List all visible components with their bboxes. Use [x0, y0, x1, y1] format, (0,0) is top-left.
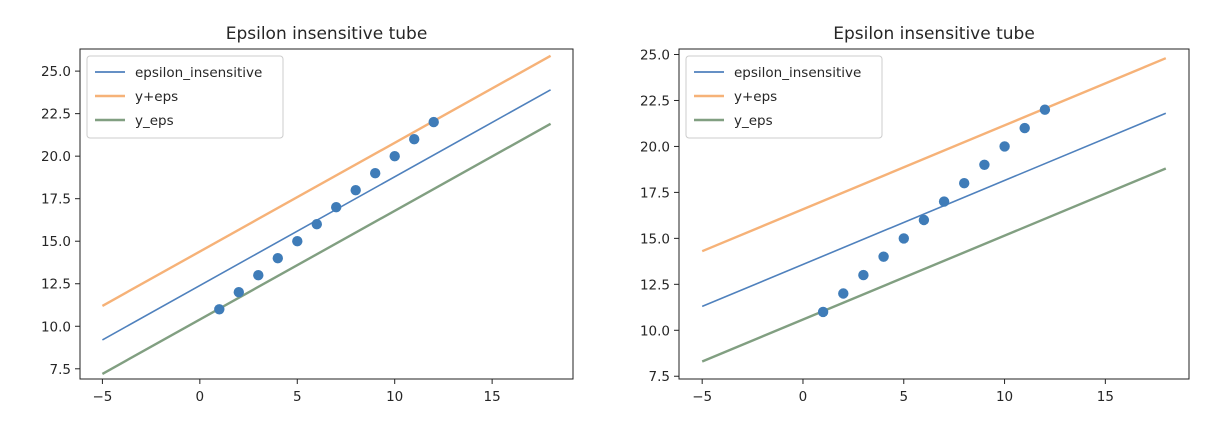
y-tick-label: 20.0: [640, 139, 670, 155]
chart-title: Epsilon insensitive tube: [226, 24, 428, 44]
scatter-point: [999, 141, 1010, 152]
chart-panel-1: Epsilon insensitive tube −5 0 5 10 15 7.5 10.0 1…: [41, 24, 574, 405]
legend-label: y_eps: [734, 113, 773, 129]
scatter-point: [878, 251, 889, 262]
series-line-y-eps: [701, 57, 1167, 253]
y-tick-label: 20.0: [41, 149, 71, 165]
scatter-point: [350, 185, 361, 196]
legend-label: y+eps: [135, 89, 178, 105]
series-line-y-eps: [101, 54, 552, 307]
y-tick-label: 22.5: [640, 93, 670, 109]
y-tick-label: 7.5: [649, 369, 670, 385]
series-line-epsilon-insensitive: [102, 89, 551, 341]
scatter-point: [1039, 104, 1051, 115]
x-tick-label: 10: [386, 389, 403, 405]
y-tick-label: 10.0: [41, 319, 71, 335]
y-tick-label: 25.0: [640, 48, 670, 64]
x-tick-label: 10: [996, 389, 1013, 405]
scatter-point: [370, 168, 381, 179]
x-tick-label: 5: [899, 389, 908, 405]
x-tick-label: 5: [293, 389, 302, 405]
chart-title: Epsilon insensitive tube: [833, 24, 1035, 44]
x-tick-label: 0: [196, 389, 205, 405]
scatter-point: [292, 236, 303, 247]
x-tick-label: −5: [92, 389, 112, 405]
y-tick-label: 15.0: [640, 231, 670, 247]
scatter-point: [918, 214, 930, 226]
y-tick-label: 25.0: [41, 64, 71, 80]
y-tick-label: 10.0: [640, 323, 670, 339]
legend-label: y_eps: [135, 113, 174, 129]
x-tick-label: −5: [692, 389, 712, 405]
legend: epsilon_insensitive y+eps y_eps: [685, 55, 883, 139]
scatter-point: [979, 159, 990, 170]
y-tick-label: 17.5: [41, 192, 71, 208]
scatter-point: [233, 287, 244, 298]
scatter-point: [409, 134, 420, 145]
y-tick-label: 17.5: [640, 185, 670, 201]
chart-panel-2: Epsilon insensitive tube −5 0 5 10 15 7.5 10.0 1…: [640, 24, 1190, 405]
series-line-y-eps: [701, 167, 1167, 363]
scatter-point: [214, 304, 225, 315]
scatter-point: [898, 233, 909, 244]
scatter-point: [838, 288, 849, 299]
scatter-point: [253, 270, 264, 281]
plot-area: [701, 57, 1167, 363]
y-tick-label: 15.0: [41, 234, 71, 250]
legend-box: [685, 55, 883, 139]
scatter-points: [214, 116, 439, 315]
legend-label: epsilon_insensitive: [734, 65, 861, 81]
series-line-y-eps: [101, 122, 552, 375]
plot-area: [101, 54, 552, 375]
scatter-point: [817, 306, 829, 318]
scatter-point: [1019, 122, 1030, 134]
scatter-point: [858, 269, 869, 281]
y-tick-label: 22.5: [41, 107, 71, 123]
scatter-point: [331, 202, 342, 213]
y-tick-label: 12.5: [41, 277, 71, 293]
y-tick-label: 12.5: [640, 277, 670, 293]
legend: epsilon_insensitive y+eps y_eps: [86, 55, 284, 139]
scatter-point: [272, 253, 283, 264]
x-tick-label: 15: [484, 389, 501, 405]
legend-box: [86, 55, 284, 139]
scatter-point: [311, 219, 322, 230]
axes-frame: [678, 48, 1190, 380]
x-tick-label: 0: [799, 389, 808, 405]
scatter-point: [428, 116, 439, 128]
y-tick-label: 7.5: [50, 362, 71, 378]
scatter-points: [817, 104, 1051, 318]
x-tick-label: 15: [1097, 389, 1114, 405]
scatter-point: [389, 151, 400, 162]
scatter-point: [959, 178, 970, 189]
scatter-point: [938, 196, 950, 207]
series-line-epsilon-insensitive: [701, 112, 1167, 308]
legend-label: y+eps: [734, 89, 777, 105]
legend-label: epsilon_insensitive: [135, 65, 262, 81]
axes-frame: [79, 48, 574, 380]
